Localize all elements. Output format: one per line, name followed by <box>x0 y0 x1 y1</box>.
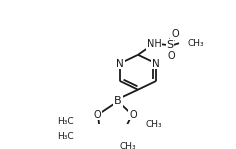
Text: O: O <box>129 110 137 120</box>
Text: CH₃: CH₃ <box>146 120 163 129</box>
Text: H₃C: H₃C <box>57 132 74 141</box>
Text: CH₃: CH₃ <box>120 142 136 149</box>
Text: B: B <box>114 96 122 106</box>
Text: NH: NH <box>147 39 161 49</box>
Text: O: O <box>171 29 179 39</box>
Text: N: N <box>152 59 160 69</box>
Text: O: O <box>93 110 101 120</box>
Text: H₃C: H₃C <box>57 117 74 126</box>
Text: O: O <box>167 51 175 61</box>
Text: N: N <box>116 59 124 69</box>
Text: S: S <box>166 40 173 50</box>
Text: CH₃: CH₃ <box>188 39 205 48</box>
